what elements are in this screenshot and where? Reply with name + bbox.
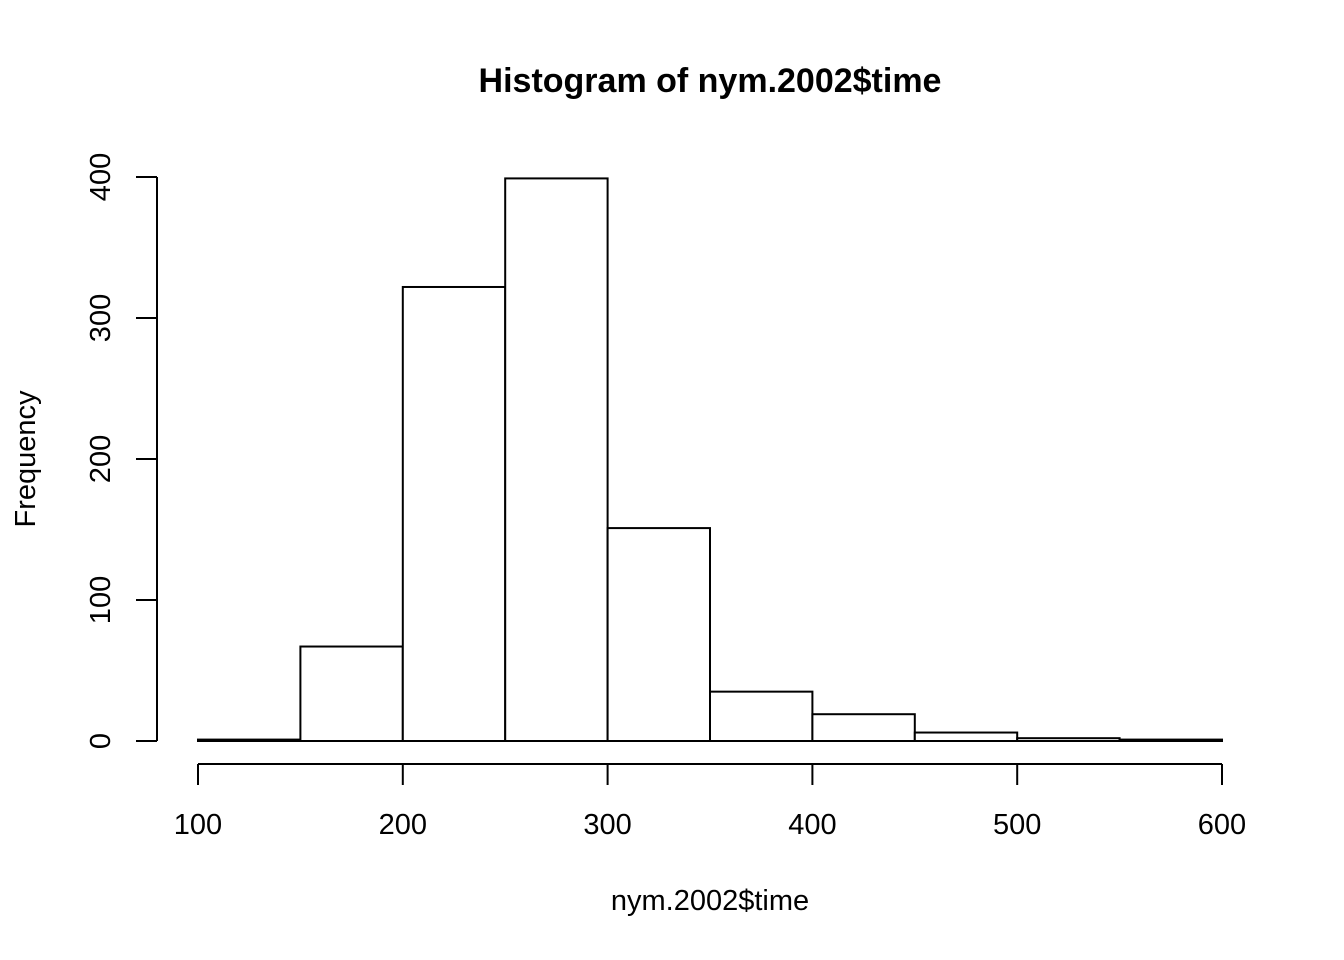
histogram-bar-5	[709, 690, 814, 743]
bars-group	[197, 177, 1223, 743]
x-tick-label-4: 500	[993, 809, 1041, 841]
histogram-bar-1	[299, 645, 404, 743]
x-axis: 100 200 300 400 500 600	[174, 763, 1246, 841]
histogram-bar-2	[401, 285, 507, 742]
x-tick-label-1: 200	[379, 809, 427, 841]
y-tick-label-1: 100	[85, 576, 117, 624]
x-tick-label-2: 300	[583, 809, 631, 841]
y-tick-label-4: 400	[85, 153, 117, 201]
chart-title: Histogram of nym.2002$time	[479, 62, 942, 100]
x-tick-label-3: 400	[788, 809, 836, 841]
histogram-bar-4	[606, 527, 711, 743]
histogram-bar-6	[811, 713, 916, 743]
histogram-bar-9	[1118, 738, 1223, 743]
x-tick-label-0: 100	[174, 809, 222, 841]
histogram-bar-8	[1016, 737, 1121, 742]
histogram-bar-3	[504, 177, 609, 743]
y-tick-label-2: 200	[85, 435, 117, 483]
x-axis-label: nym.2002$time	[611, 885, 809, 917]
histogram-bar-0	[197, 738, 302, 743]
y-axis: 0 100 200 300 400	[85, 153, 158, 749]
y-tick-label-3: 300	[85, 294, 117, 342]
x-tick-label-5: 600	[1198, 809, 1246, 841]
histogram-bar-7	[913, 731, 1019, 742]
y-tick-label-0: 0	[85, 733, 117, 749]
y-axis-label: Frequency	[10, 390, 42, 528]
